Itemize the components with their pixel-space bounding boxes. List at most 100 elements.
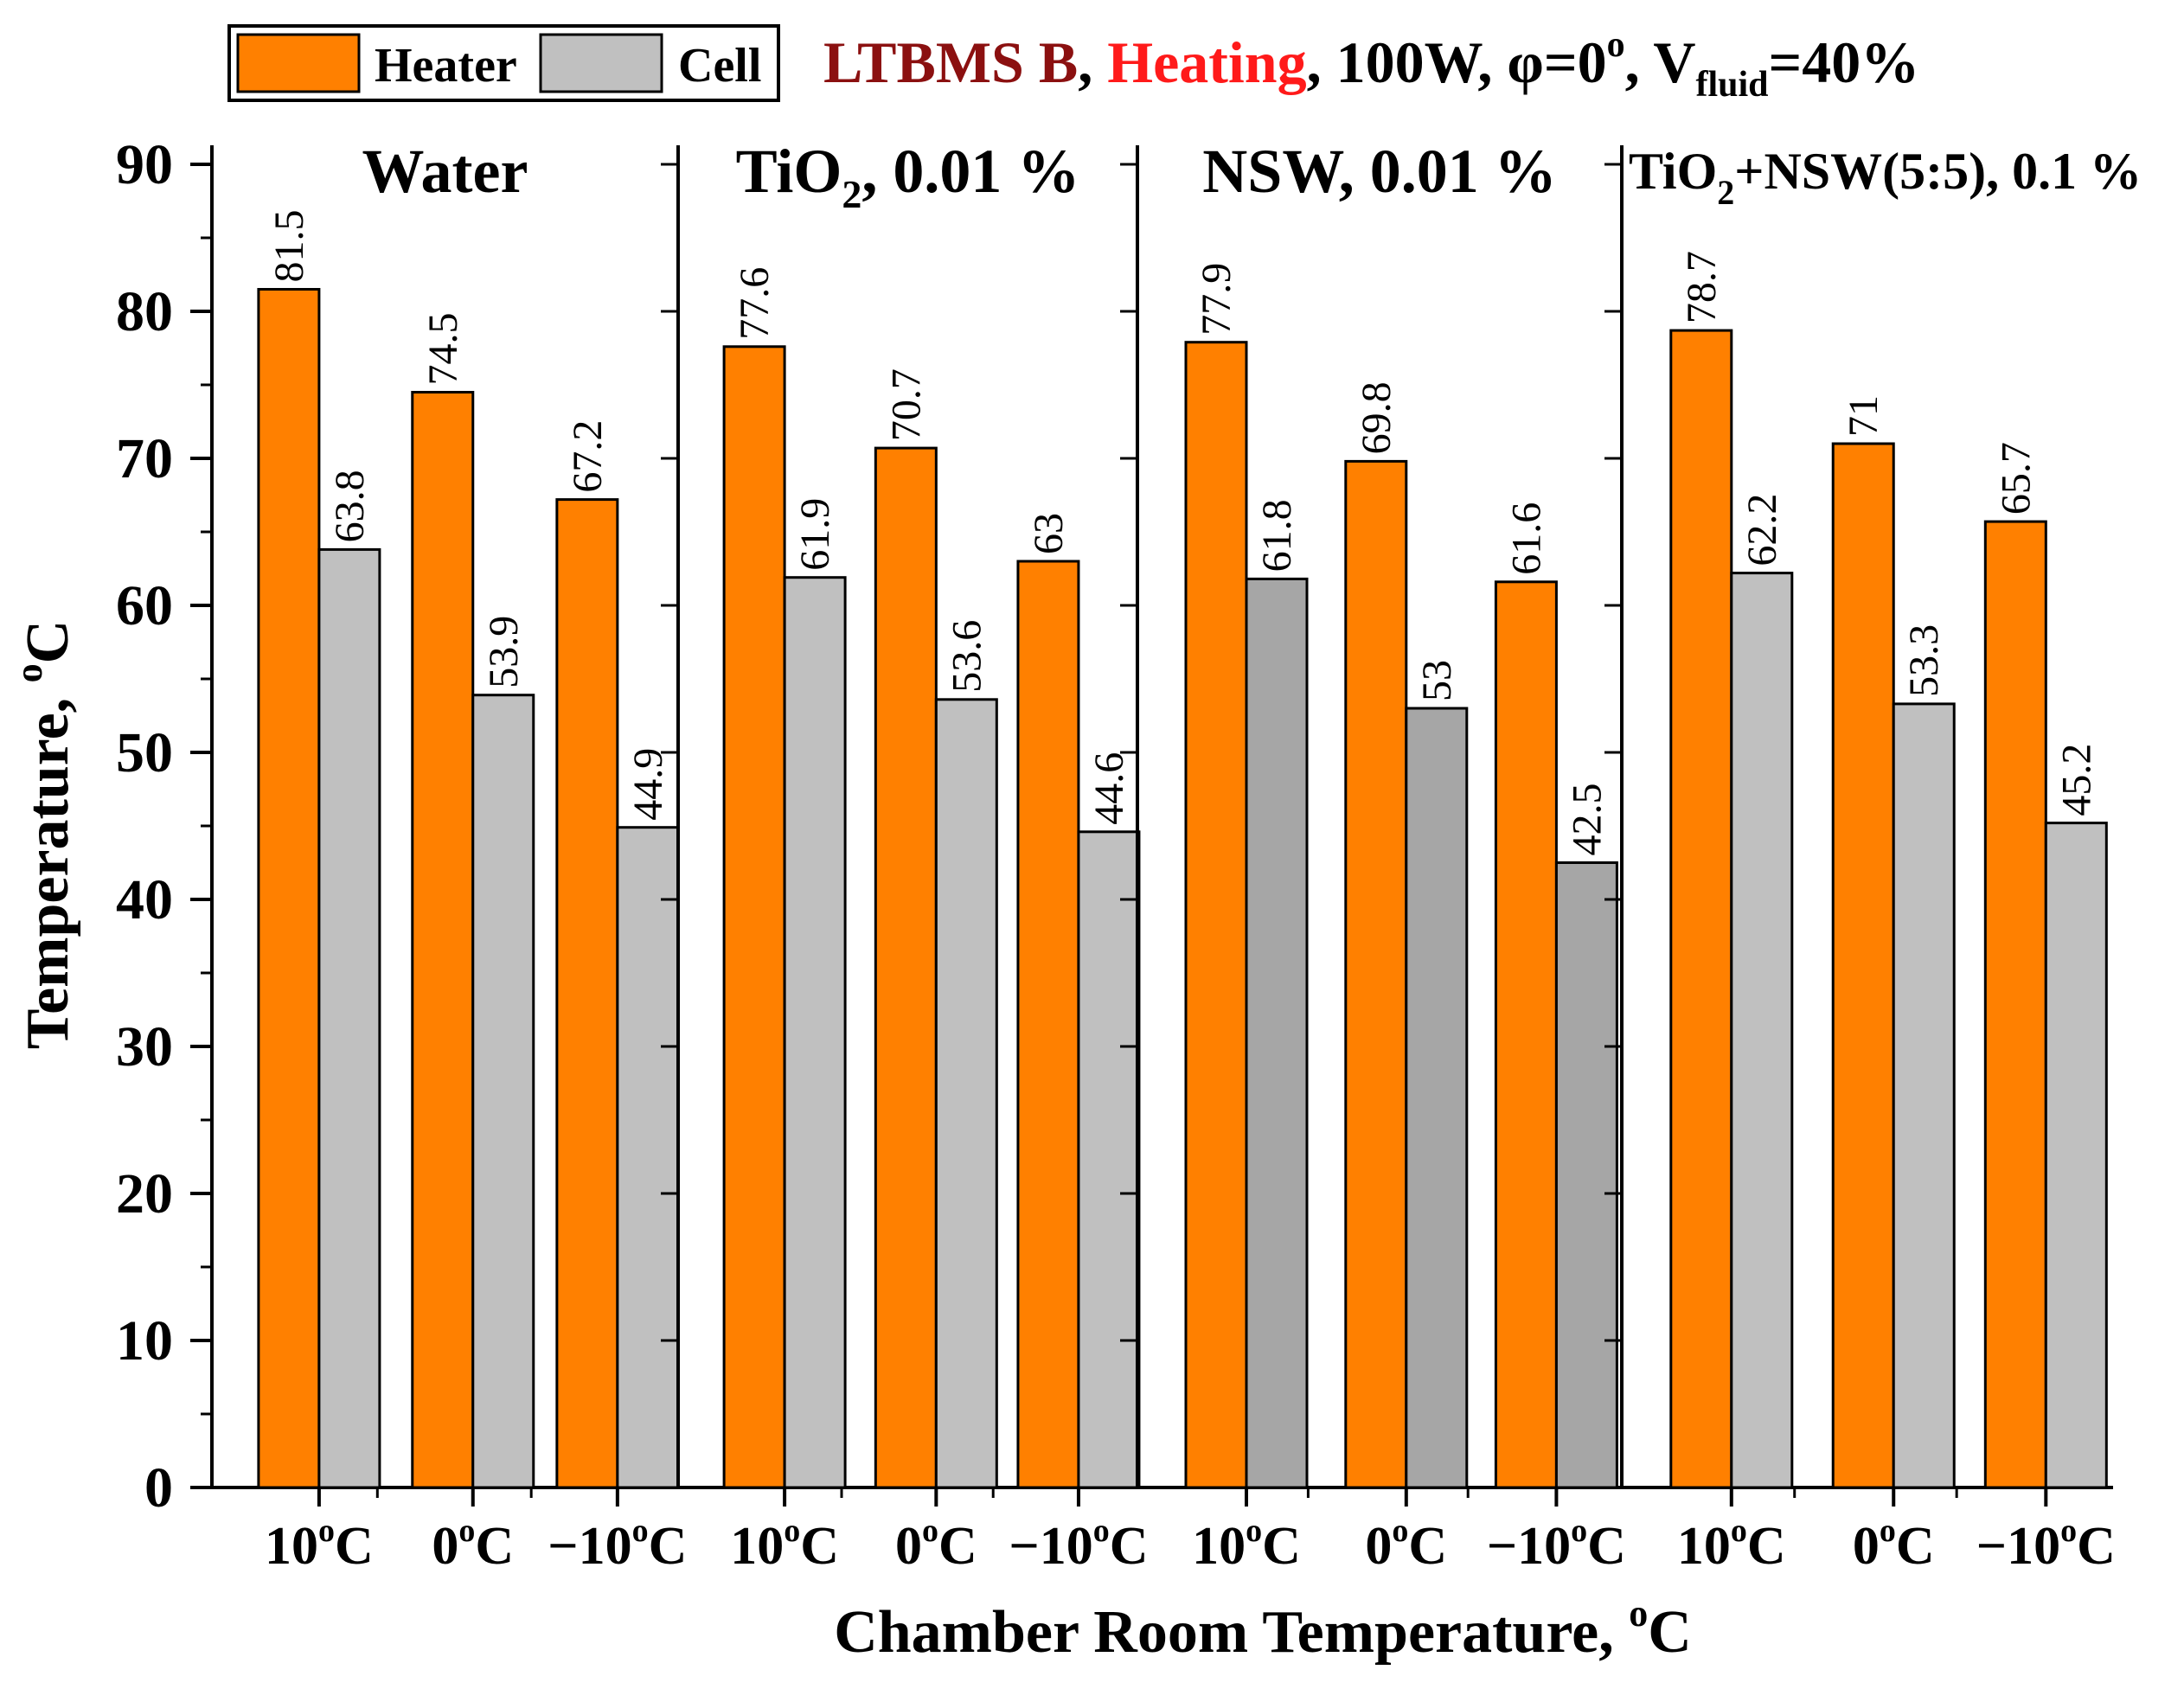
x-tick-label-num: 0 <box>895 1517 922 1576</box>
x-tick-label-sup: o <box>1246 1513 1262 1549</box>
bar-heater <box>555 498 619 1489</box>
x-tick-label-num: −10 <box>1487 1517 1571 1576</box>
value-label-cell: 62.2 <box>1739 494 1785 566</box>
x-tick-label-sup: o <box>1731 1513 1747 1549</box>
x-tick-label: −10oC <box>1976 1513 2116 1576</box>
bar-heater <box>1016 560 1080 1489</box>
y-axis-title-main: Temperature, <box>15 682 81 1049</box>
x-tick-label-unit: C <box>1747 1517 1786 1576</box>
value-label-heater: 69.8 <box>1354 381 1399 454</box>
y-tick-label: 70 <box>116 427 173 490</box>
x-tick-label-num: 0 <box>1853 1517 1880 1576</box>
value-label-cell: 53 <box>1414 660 1460 701</box>
x-tick-label: 10oC <box>1677 1513 1786 1576</box>
value-label-cell: 42.5 <box>1564 784 1610 856</box>
x-tick-label: −10oC <box>1487 1513 1626 1576</box>
x-tick-label-unit: C <box>1262 1517 1301 1576</box>
legend-swatch-cell <box>539 33 663 93</box>
bar-cell <box>471 694 535 1489</box>
x-tick-label-num: −10 <box>548 1517 631 1576</box>
bar-cell <box>783 576 847 1489</box>
x-tick-label-sup: o <box>784 1513 800 1549</box>
y-tick-label: 30 <box>116 1015 173 1078</box>
x-tick-label-unit: C <box>1587 1517 1626 1576</box>
x-tick-label-unit: C <box>800 1517 839 1576</box>
legend-label-cell: Cell <box>678 39 761 93</box>
value-label-heater: 71 <box>1841 395 1886 437</box>
x-tick-label-unit: C <box>1896 1517 1935 1576</box>
panel-title-main: TiO <box>1629 143 1717 200</box>
title-ltbms: LTBMS B <box>823 29 1078 95</box>
y-tick-label: 10 <box>116 1309 173 1372</box>
value-label-cell: 63.8 <box>327 470 373 542</box>
panel-title-main: NSW, 0.01 % <box>1202 137 1556 206</box>
x-tick-label-num: −10 <box>1009 1517 1092 1576</box>
x-tick-label-sup: o <box>1093 1513 1110 1549</box>
value-label-heater: 70.7 <box>883 368 929 441</box>
chart-title: LTBMS B, Heating, 100W, φ=0o, Vfluid=40% <box>823 25 1919 105</box>
x-tick-label-sup: o <box>922 1513 938 1549</box>
x-tick-label-sup: o <box>2060 1513 2077 1549</box>
x-tick-label-unit: C <box>1408 1517 1447 1576</box>
value-label-cell: 44.6 <box>1086 752 1132 825</box>
x-tick-label-sup: o <box>1880 1513 1896 1549</box>
x-axis-title-main: Chamber Room Temperature, <box>834 1599 1629 1666</box>
x-tick-label-sup: o <box>1392 1513 1408 1549</box>
panel-title: TiO2, 0.01 % <box>736 137 1080 216</box>
panel-title-sub: 2 <box>1717 173 1734 212</box>
value-label-cell: 53.6 <box>944 620 990 693</box>
panel-title-sub: 2 <box>842 172 861 216</box>
panel-title-rest: +NSW(5:5), 0.1 % <box>1734 143 2142 200</box>
value-label-heater: 81.5 <box>266 210 312 283</box>
x-tick-label-unit: C <box>938 1517 977 1576</box>
panel-1: 81.563.810oC74.553.90oC67.244.9−10oCWate… <box>257 137 687 1576</box>
x-axis-title-sup: o <box>1629 1592 1648 1635</box>
panel-title-main: TiO <box>736 137 842 206</box>
bar-heater <box>1831 442 1895 1489</box>
value-label-heater: 78.7 <box>1679 251 1725 323</box>
panel-2: 77.661.910oC70.753.60oC6344.6−10oCTiO2, … <box>661 137 1149 1576</box>
bar-cell <box>317 547 381 1489</box>
x-tick-label-num: 0 <box>1365 1517 1392 1576</box>
y-tick-label: 80 <box>116 280 173 343</box>
value-label-cell: 44.9 <box>625 748 671 821</box>
panel-title-rest: , 0.01 % <box>861 137 1079 206</box>
x-axis-title-unit: C <box>1648 1599 1692 1666</box>
bar-heater <box>1983 520 2047 1489</box>
value-label-heater: 77.6 <box>732 267 778 340</box>
bar-heater <box>257 288 321 1489</box>
bar-heater <box>1184 341 1248 1489</box>
bar-heater <box>1344 459 1408 1489</box>
bar-heater <box>874 446 938 1489</box>
x-tick-label-num: −10 <box>1976 1517 2060 1576</box>
title-degree-sup: o <box>1607 25 1625 65</box>
x-tick-label: 0oC <box>1365 1513 1447 1576</box>
y-tick-label: 90 <box>116 133 173 196</box>
value-label-cell: 61.9 <box>792 498 838 571</box>
bar-heater <box>1494 580 1558 1489</box>
bar-cell <box>1730 572 1794 1489</box>
title-fluid-sub: fluid <box>1695 65 1768 105</box>
y-tick-label: 40 <box>116 868 173 931</box>
value-label-cell: 53.3 <box>1901 624 1947 697</box>
x-tick-label-unit: C <box>2077 1517 2116 1576</box>
y-tick-label: 50 <box>116 721 173 784</box>
value-label-heater: 61.6 <box>1503 502 1549 575</box>
legend: Heater Cell <box>227 24 780 102</box>
x-tick-label: 0oC <box>1853 1513 1935 1576</box>
x-tick-label-unit: C <box>475 1517 514 1576</box>
x-axis-title: Chamber Room Temperature, oC <box>834 1592 1692 1666</box>
x-tick-label-num: 10 <box>265 1517 318 1576</box>
plot-area: 010203040506070809081.563.810oC74.553.90… <box>116 133 2142 1576</box>
x-tick-label-unit: C <box>335 1517 374 1576</box>
y-tick-label: 60 <box>116 574 173 637</box>
value-label-cell: 61.8 <box>1254 499 1300 572</box>
value-label-heater: 67.2 <box>565 420 611 493</box>
bar-cell <box>2044 822 2108 1489</box>
panel-4: 78.762.210oC7153.30oC65.745.2−10oCTiO2+N… <box>1604 143 2142 1576</box>
value-label-heater: 77.9 <box>1194 263 1239 336</box>
x-tick-label-unit: C <box>1110 1517 1149 1576</box>
value-label-cell: 53.9 <box>481 616 527 688</box>
